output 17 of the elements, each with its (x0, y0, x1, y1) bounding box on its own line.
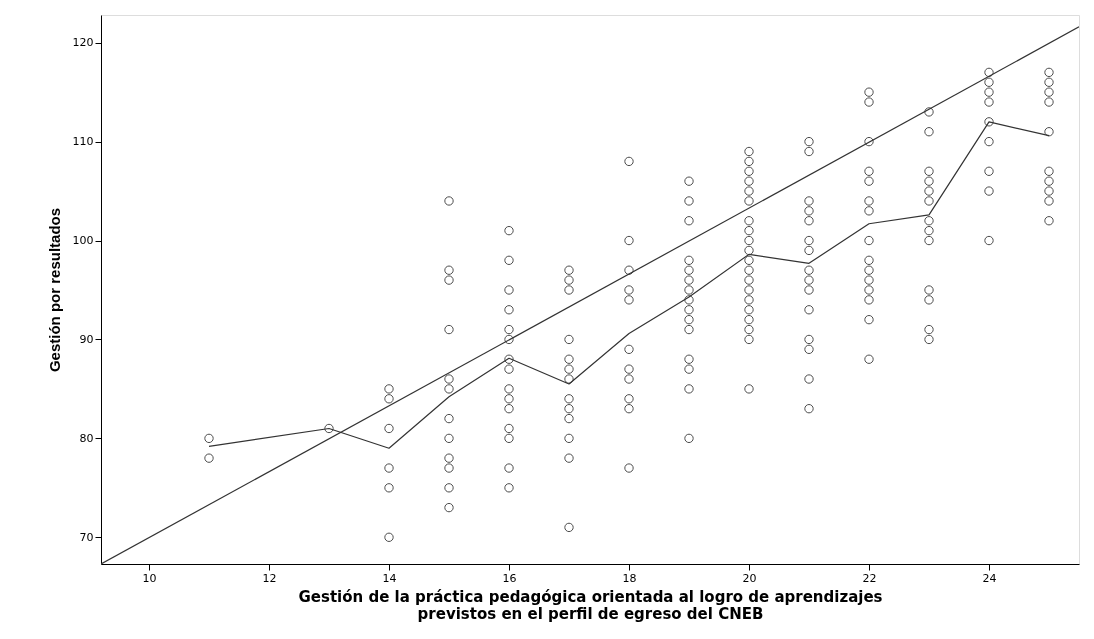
x-axis-title: Gestión de la práctica pedagógica orientada al logro de aprendizajes previstos en el perfil de egreso del CNEB (298, 587, 883, 623)
x-tick-label: 16 (502, 571, 517, 585)
y-tick-label: 70 (79, 530, 94, 544)
x-tick-label: 10 (142, 571, 157, 585)
x-tick-label: 20 (742, 571, 757, 585)
x-tick-label: 14 (382, 571, 397, 585)
y-tick-label: 110 (72, 135, 94, 149)
x-tick-label: 24 (982, 571, 997, 585)
y-tick-label: 80 (79, 431, 94, 445)
x-tick-label: 12 (262, 571, 277, 585)
y-tick-label: 90 (79, 332, 94, 346)
y-tick-label: 100 (72, 234, 94, 248)
y-axis-title: Gestión por resultados (45, 207, 63, 373)
x-tick-label: 22 (862, 571, 877, 585)
x-tick-label: 18 (622, 571, 637, 585)
y-tick-label: 120 (72, 36, 94, 50)
line-series (208, 121, 1050, 449)
